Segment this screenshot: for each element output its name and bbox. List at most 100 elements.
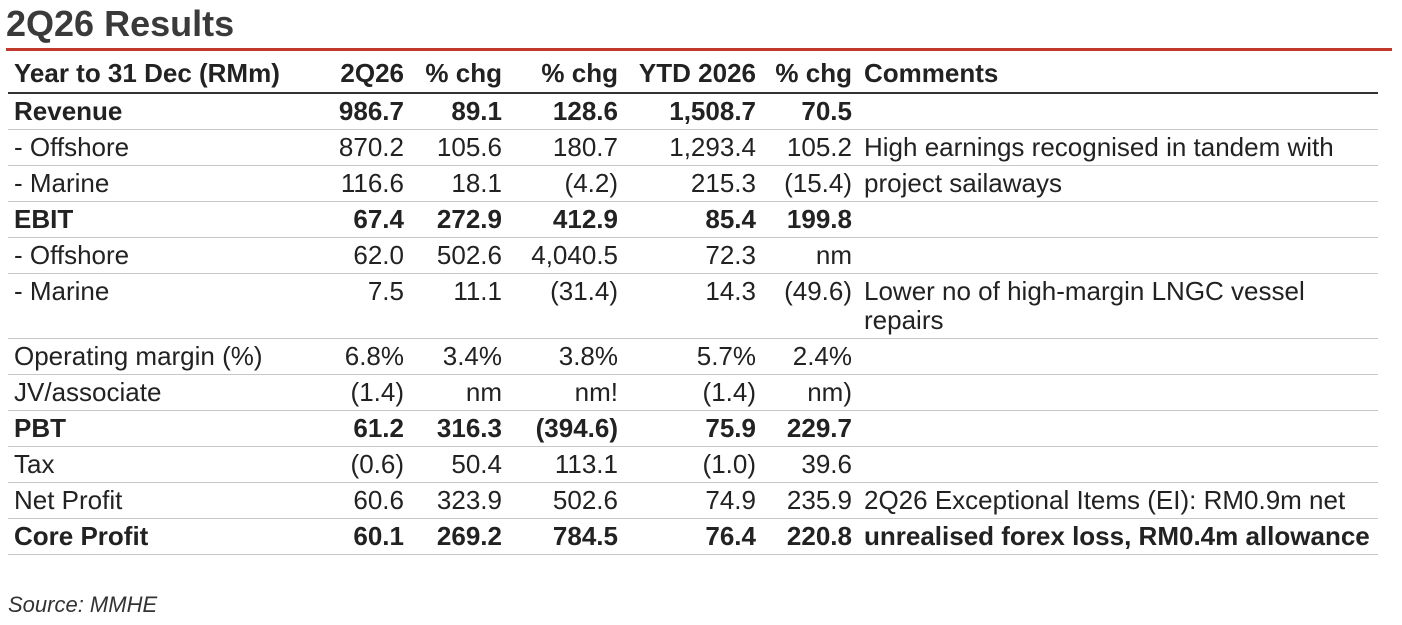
value-2q26: 61.2: [320, 410, 404, 447]
row-label: - Offshore: [8, 129, 320, 166]
table-row: JV/associate (1.4) nm nm! (1.4) nm): [8, 374, 1378, 411]
value-chg-qoq: nm!: [502, 374, 618, 411]
row-comment: [852, 201, 1378, 238]
page-title: 2Q26 Results: [6, 3, 235, 44]
row-label: Core Profit: [8, 518, 320, 555]
row-label: Net Profit: [8, 482, 320, 519]
value-chg-ytd: nm): [756, 374, 852, 411]
value-chg-qoq: 784.5: [502, 518, 618, 555]
value-2q26: 6.8%: [320, 338, 404, 375]
value-chg-yoy: 502.6: [404, 237, 502, 274]
value-chg-ytd: nm: [756, 237, 852, 274]
row-comment: High earnings recognised in tandem with: [852, 129, 1378, 166]
value-ytd-2026: 215.3: [618, 165, 756, 202]
value-chg-qoq: 113.1: [502, 446, 618, 483]
value-ytd-2026: (1.4): [618, 374, 756, 411]
value-chg-yoy: 18.1: [404, 165, 502, 202]
value-chg-ytd: 2.4%: [756, 338, 852, 375]
table-row: - Offshore 870.2 105.6 180.7 1,293.4 105.2 Hig…: [8, 129, 1378, 166]
value-chg-qoq: 180.7: [502, 129, 618, 166]
table-row: - Offshore 62.0 502.6 4,040.5 72.3 nm: [8, 237, 1378, 274]
value-2q26: (1.4): [320, 374, 404, 411]
header-chg-yoy: % chg: [404, 56, 502, 94]
row-comment: [852, 410, 1378, 447]
value-chg-yoy: 50.4: [404, 446, 502, 483]
table-row: - Marine 7.5 11.1 (31.4) 14.3 (49.6) Lower no …: [8, 273, 1378, 339]
value-2q26: 67.4: [320, 201, 404, 238]
header-comments: Comments: [852, 56, 1378, 94]
header-row: Year to 31 Dec (RMm) 2Q26 % chg % chg YT…: [8, 56, 1378, 94]
value-2q26: 60.1: [320, 518, 404, 555]
value-ytd-2026: 1,508.7: [618, 93, 756, 130]
value-ytd-2026: 85.4: [618, 201, 756, 238]
value-chg-yoy: 105.6: [404, 129, 502, 166]
value-ytd-2026: 75.9: [618, 410, 756, 447]
row-label: EBIT: [8, 201, 320, 238]
value-chg-yoy: nm: [404, 374, 502, 411]
value-chg-ytd: 235.9: [756, 482, 852, 519]
value-2q26: 986.7: [320, 93, 404, 130]
value-ytd-2026: 1,293.4: [618, 129, 756, 166]
table-row: Core Profit 60.1 269.2 784.5 76.4 220.8 unreal…: [8, 518, 1378, 555]
row-comment: [852, 374, 1378, 411]
value-chg-ytd: 39.6: [756, 446, 852, 483]
value-ytd-2026: 76.4: [618, 518, 756, 555]
table-row: Tax (0.6) 50.4 113.1 (1.0) 39.6: [8, 446, 1378, 483]
value-2q26: 116.6: [320, 165, 404, 202]
value-2q26: 62.0: [320, 237, 404, 274]
table-row: Net Profit 60.6 323.9 502.6 74.9 235.9 2Q26 Ex…: [8, 482, 1378, 519]
table-row: Revenue 986.7 89.1 128.6 1,508.7 70.5: [8, 93, 1378, 130]
value-2q26: (0.6): [320, 446, 404, 483]
value-chg-yoy: 3.4%: [404, 338, 502, 375]
results-table: Year to 31 Dec (RMm) 2Q26 % chg % chg YT…: [8, 56, 1378, 555]
row-comment: [852, 237, 1378, 274]
table-body: Revenue 986.7 89.1 128.6 1,508.7 70.5- Offsho…: [8, 93, 1378, 555]
value-chg-yoy: 272.9: [404, 201, 502, 238]
value-chg-yoy: 323.9: [404, 482, 502, 519]
value-chg-qoq: 502.6: [502, 482, 618, 519]
row-comment: [852, 338, 1378, 375]
row-comment: [852, 93, 1378, 130]
value-chg-yoy: 89.1: [404, 93, 502, 130]
value-2q26: 870.2: [320, 129, 404, 166]
header-chg-qoq: % chg: [502, 56, 618, 94]
row-label: - Marine: [8, 273, 320, 339]
value-chg-yoy: 316.3: [404, 410, 502, 447]
row-comment: 2Q26 Exceptional Items (EI): RM0.9m net: [852, 482, 1378, 519]
value-chg-qoq: 412.9: [502, 201, 618, 238]
table-row: Operating margin (%) 6.8% 3.4% 3.8% 5.7% 2.4%: [8, 338, 1378, 375]
value-chg-ytd: 70.5: [756, 93, 852, 130]
source-note: Source: MMHE: [8, 592, 158, 617]
table-row: PBT 61.2 316.3 (394.6) 75.9 229.7: [8, 410, 1378, 447]
value-chg-qoq: (31.4): [502, 273, 618, 339]
value-ytd-2026: 74.9: [618, 482, 756, 519]
title-divider: [6, 48, 1392, 51]
row-label: - Offshore: [8, 237, 320, 274]
value-chg-yoy: 269.2: [404, 518, 502, 555]
value-chg-ytd: (15.4): [756, 165, 852, 202]
row-label: JV/associate: [8, 374, 320, 411]
value-chg-qoq: (394.6): [502, 410, 618, 447]
header-ytd-2026: YTD 2026: [618, 56, 756, 94]
row-label: Operating margin (%): [8, 338, 320, 375]
value-ytd-2026: 72.3: [618, 237, 756, 274]
row-comment: unrealised forex loss, RM0.4m allowance: [852, 518, 1378, 555]
header-2q26: 2Q26: [320, 56, 404, 94]
table-row: EBIT 67.4 272.9 412.9 85.4 199.8: [8, 201, 1378, 238]
value-chg-ytd: 229.7: [756, 410, 852, 447]
value-chg-ytd: 220.8: [756, 518, 852, 555]
value-chg-ytd: 105.2: [756, 129, 852, 166]
value-ytd-2026: (1.0): [618, 446, 756, 483]
row-comment: Lower no of high-margin LNGC vessel repa…: [852, 273, 1378, 339]
value-chg-yoy: 11.1: [404, 273, 502, 339]
value-chg-qoq: 4,040.5: [502, 237, 618, 274]
header-period: Year to 31 Dec (RMm): [8, 56, 320, 94]
row-label: - Marine: [8, 165, 320, 202]
value-chg-qoq: 3.8%: [502, 338, 618, 375]
row-label: Revenue: [8, 93, 320, 130]
value-chg-ytd: 199.8: [756, 201, 852, 238]
header-chg-ytd: % chg: [756, 56, 852, 94]
table-row: - Marine 116.6 18.1 (4.2) 215.3 (15.4) project…: [8, 165, 1378, 202]
value-ytd-2026: 14.3: [618, 273, 756, 339]
row-comment: project sailaways: [852, 165, 1378, 202]
